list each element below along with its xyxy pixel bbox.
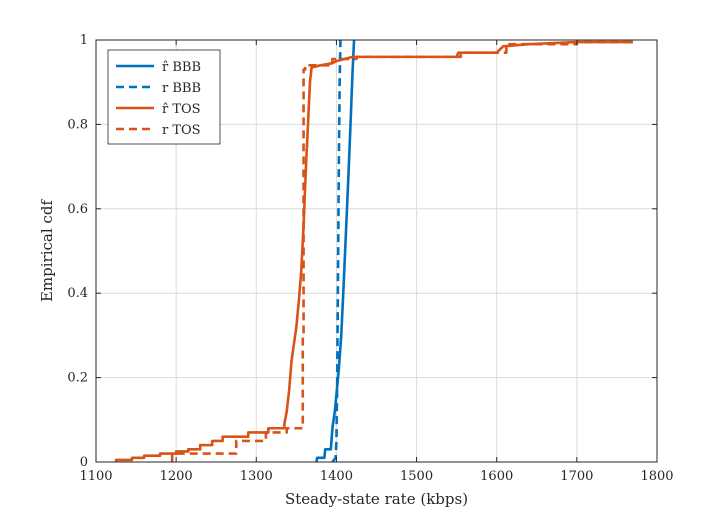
series-line-3 [170, 40, 633, 462]
legend: r̂ BBB r BBB r̂ TOS r TOS [107, 49, 221, 145]
y-tick-label: 0.2 [67, 371, 88, 386]
tick-labels: 1100 1200 1300 1400 1500 1600 1700 1800 0 0.2 0.4 0… [67, 33, 673, 484]
plot-area-frame [95, 39, 658, 463]
y-tick-label: 0 [80, 455, 88, 470]
legend-entry: r̂ TOS [116, 102, 201, 117]
legend-entry: r BBB [116, 81, 201, 96]
legend-label-r-bbb: r BBB [162, 81, 201, 96]
series-line-0 [315, 39, 356, 463]
x-tick-label: 1800 [640, 469, 673, 484]
legend-entry: r̂ BBB [116, 60, 201, 75]
x-tick-label: 1700 [560, 469, 593, 484]
legend-label-r-tos: r TOS [162, 123, 201, 138]
x-tick-label: 1500 [400, 469, 433, 484]
x-tick-label: 1300 [240, 469, 273, 484]
legend-entry: r TOS [116, 123, 201, 138]
axes [95, 39, 658, 463]
x-tick-label: 1400 [320, 469, 353, 484]
x-tick-label: 1200 [160, 469, 193, 484]
series-line-1 [331, 39, 342, 463]
y-axis-label: Empirical cdf [38, 199, 56, 302]
y-tick-label: 0.8 [67, 117, 88, 132]
legend-label-rhat-tos: r̂ TOS [162, 102, 201, 117]
legend-label-rhat-bbb: r̂ BBB [162, 60, 201, 75]
y-tick-label: 0.6 [67, 202, 88, 217]
x-tick-label: 1100 [79, 469, 112, 484]
y-tick-label: 0.4 [67, 286, 88, 301]
y-tick-label: 1 [80, 33, 88, 48]
series-lines [114, 39, 633, 463]
x-axis-label: Steady-state rate (kbps) [285, 490, 468, 508]
x-tick-label: 1600 [480, 469, 513, 484]
